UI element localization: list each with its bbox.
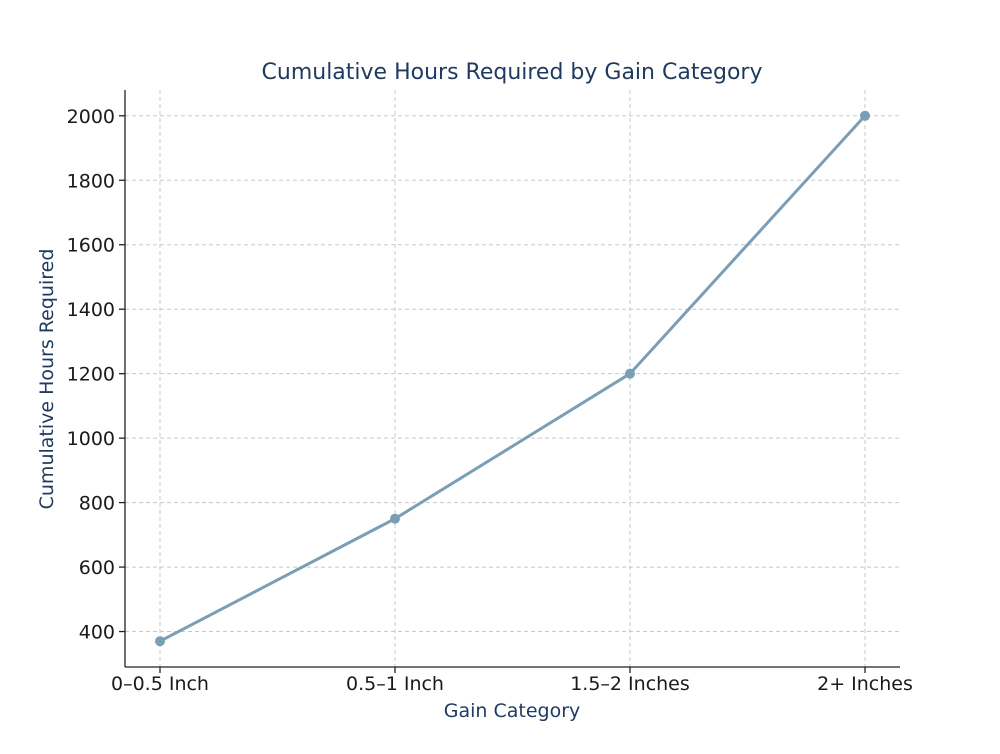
- y-tick-label: 1600: [67, 235, 115, 257]
- axes: [124, 90, 900, 668]
- data-point: [155, 636, 165, 647]
- y-tick-label: 400: [79, 622, 115, 644]
- x-axis-label: Gain Category: [444, 700, 581, 722]
- series: [155, 110, 870, 647]
- ticks: 400 600 800 1000 1200 1400 1600 1800 2000 0–0.5 I…: [67, 106, 913, 695]
- y-tick-label: 600: [79, 557, 115, 579]
- y-tick-label: 1000: [67, 428, 115, 450]
- y-tick-label: 1800: [67, 170, 115, 192]
- x-tick-label: 0–0.5 Inch: [111, 673, 209, 695]
- y-tick-label: 2000: [67, 106, 115, 128]
- x-tick-label: 2+ Inches: [817, 673, 913, 695]
- y-tick-label: 800: [79, 493, 115, 515]
- data-point: [860, 110, 870, 121]
- grid: [125, 90, 900, 667]
- chart-title: Cumulative Hours Required by Gain Catego…: [262, 60, 763, 85]
- y-tick-label: 1200: [67, 364, 115, 386]
- data-point: [390, 513, 400, 524]
- x-tick-label: 0.5–1 Inch: [346, 673, 444, 695]
- data-point: [625, 368, 635, 379]
- y-tick-label: 1400: [67, 299, 115, 321]
- y-axis-label: Cumulative Hours Required: [36, 249, 58, 510]
- series-line: [158, 114, 867, 643]
- x-tick-label: 1.5–2 Inches: [570, 673, 690, 695]
